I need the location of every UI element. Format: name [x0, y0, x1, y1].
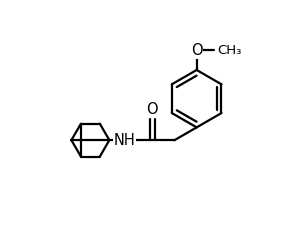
Text: O: O [147, 102, 158, 117]
Text: NH: NH [114, 133, 135, 148]
Text: O: O [191, 43, 202, 58]
Text: CH₃: CH₃ [217, 44, 241, 57]
